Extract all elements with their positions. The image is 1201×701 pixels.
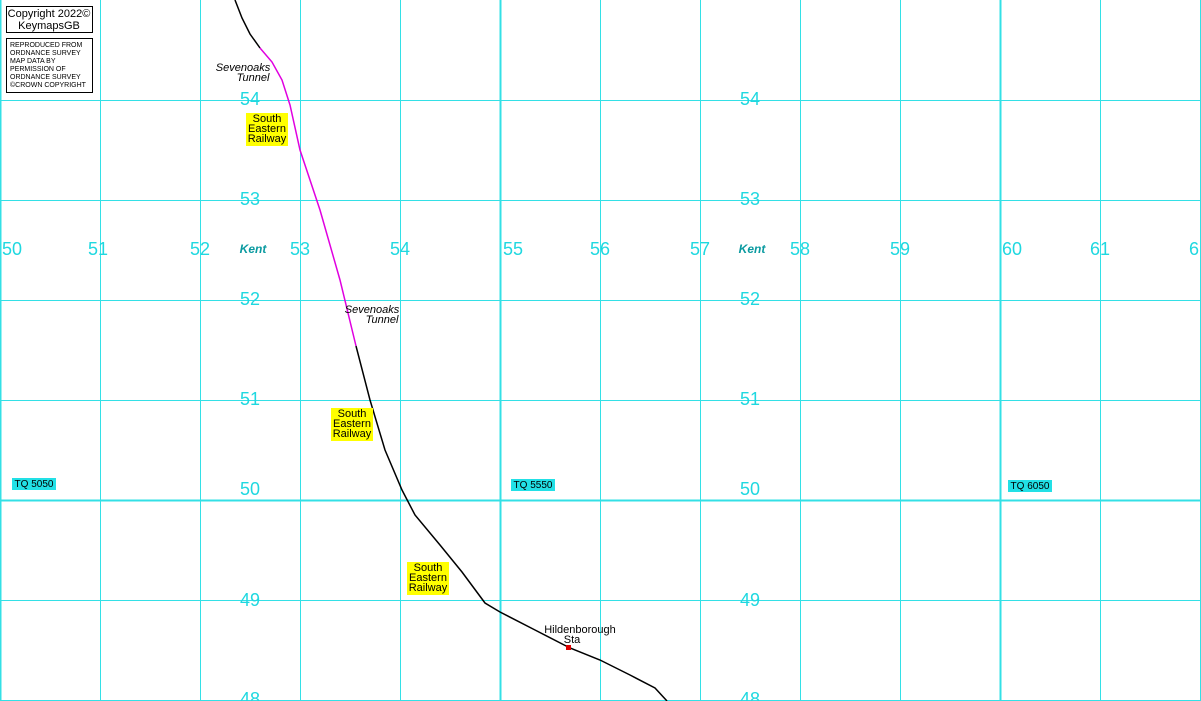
easting-label: 6 bbox=[1189, 239, 1199, 259]
labels: 50 51 52 53 54 55 56 57 58 59 60 61 6 54 53 52 51 50 49 48 5… bbox=[2, 6, 1199, 701]
permission-text: ©CROWN COPYRIGHT bbox=[10, 81, 87, 89]
permission-box bbox=[6, 38, 93, 93]
easting-label: 50 bbox=[2, 239, 22, 259]
permission-text: PERMISSION OF bbox=[10, 66, 66, 73]
easting-label: 52 bbox=[190, 239, 210, 259]
tunnel-label: Sevenoaks bbox=[345, 304, 400, 316]
easting-label: 53 bbox=[290, 239, 310, 259]
northing-label: 49 bbox=[740, 590, 760, 610]
easting-label: 51 bbox=[88, 239, 108, 259]
railway-label: South bbox=[253, 113, 282, 125]
easting-label: 56 bbox=[590, 239, 610, 259]
railway-label: Eastern bbox=[409, 572, 447, 584]
northing-label: 52 bbox=[240, 289, 260, 309]
grid-ref-box bbox=[511, 479, 555, 491]
easting-label: 61 bbox=[1090, 239, 1110, 259]
county-label: Kent bbox=[739, 242, 767, 256]
easting-label: 54 bbox=[390, 239, 410, 259]
northing-label: 50 bbox=[240, 479, 260, 499]
tunnel-label: Sevenoaks bbox=[216, 62, 271, 74]
station-label: Sta bbox=[564, 634, 581, 646]
easting-label: 57 bbox=[690, 239, 710, 259]
copyright-text: KeymapsGB bbox=[18, 20, 80, 32]
northing-label: 54 bbox=[240, 89, 260, 109]
easting-label: 58 bbox=[790, 239, 810, 259]
northing-label: 49 bbox=[240, 590, 260, 610]
railway-label: Railway bbox=[333, 428, 372, 440]
railway bbox=[234, 0, 261, 49]
railway-label: Railway bbox=[409, 582, 448, 594]
county-label: Kent bbox=[240, 242, 268, 256]
northing-label: 48 bbox=[240, 689, 260, 701]
railway-label: South bbox=[414, 562, 443, 574]
railway-label: Railway bbox=[248, 133, 287, 145]
grid-ref-box bbox=[12, 478, 56, 490]
northing-label: 50 bbox=[740, 479, 760, 499]
northing-label: 53 bbox=[740, 189, 760, 209]
northing-label: 51 bbox=[240, 389, 260, 409]
copyright-text: Copyright 2022© bbox=[8, 8, 91, 20]
easting-label: 60 bbox=[1002, 239, 1022, 259]
northing-label: 54 bbox=[740, 89, 760, 109]
grid-ref: TQ 5050 bbox=[15, 479, 54, 490]
railway-label: Eastern bbox=[333, 418, 371, 430]
northing-label: 53 bbox=[240, 189, 260, 209]
easting-label: 55 bbox=[503, 239, 523, 259]
permission-text: ORDNANCE SURVEY bbox=[10, 50, 81, 57]
railway-tunnel bbox=[259, 47, 357, 347]
railway-label-box bbox=[331, 408, 373, 441]
easting-label: 59 bbox=[890, 239, 910, 259]
railway bbox=[355, 345, 668, 701]
permission-text: REPRODUCED FROM bbox=[10, 42, 83, 49]
grid-ref: TQ 5550 bbox=[514, 480, 553, 491]
railway-label-box bbox=[246, 113, 288, 146]
railway-label: Eastern bbox=[248, 123, 286, 135]
permission-text: MAP DATA BY bbox=[10, 58, 56, 65]
station-label: Hildenborough bbox=[544, 624, 616, 636]
northing-label: 51 bbox=[740, 389, 760, 409]
grid-ref-box bbox=[1008, 480, 1052, 492]
copyright-box bbox=[6, 6, 93, 33]
grid-ref: TQ 6050 bbox=[1011, 481, 1050, 492]
station-marker bbox=[566, 645, 571, 650]
northing-label: 48 bbox=[740, 689, 760, 701]
northing-label: 52 bbox=[740, 289, 760, 309]
tunnel-label: Tunnel bbox=[237, 72, 270, 84]
permission-text: ORDNANCE SURVEY bbox=[10, 74, 81, 81]
tunnel-label: Tunnel bbox=[366, 314, 399, 326]
railway-label-box bbox=[407, 562, 449, 595]
railway-label: South bbox=[338, 408, 367, 420]
